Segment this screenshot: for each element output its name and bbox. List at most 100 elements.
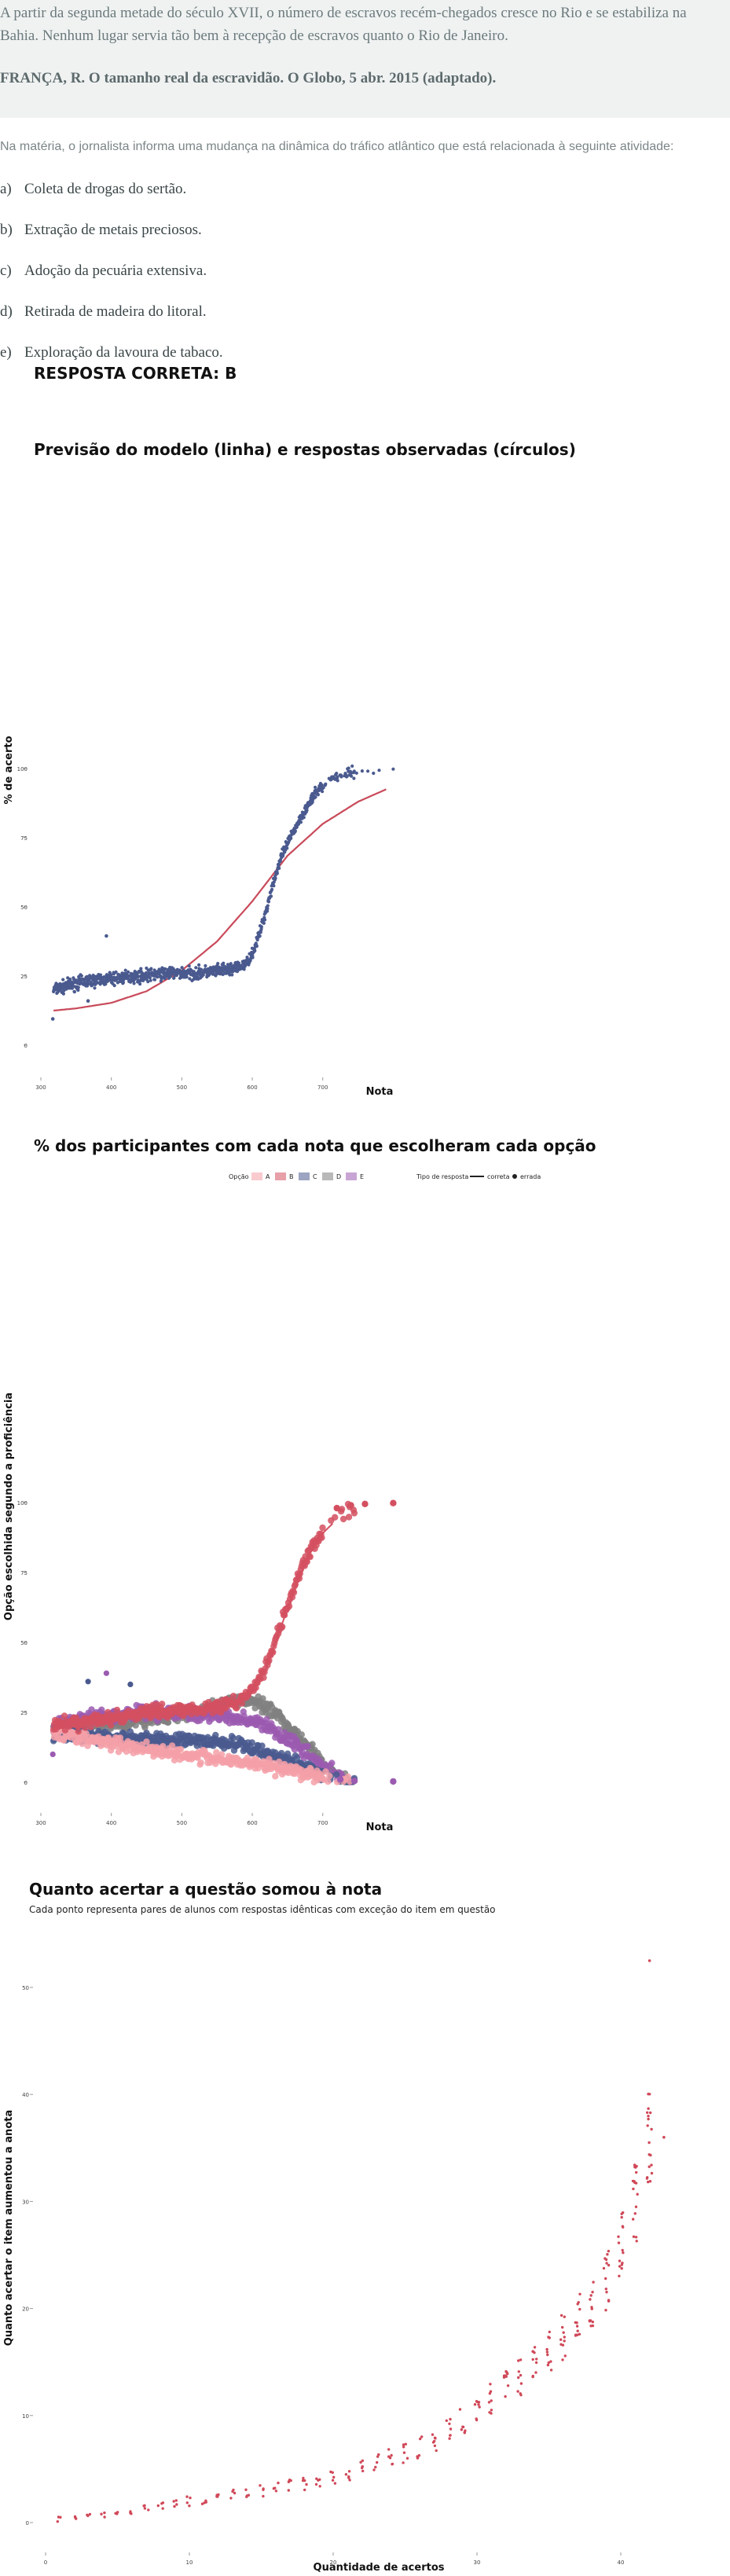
y-tick-label: 0 <box>26 2520 29 2526</box>
observed-point <box>91 974 96 978</box>
legend-option-label: E <box>360 1173 364 1180</box>
legend-option-label: B <box>289 1173 294 1180</box>
outlier-point <box>647 1959 651 1962</box>
gain-point <box>262 2488 265 2491</box>
legend-swatch <box>346 1172 357 1180</box>
gain-point <box>633 2163 636 2167</box>
gain-point <box>376 2455 380 2458</box>
y-tick-label: 100 <box>17 1500 28 1506</box>
option-c[interactable]: c) Adoção da pecuária extensiva. <box>0 262 207 280</box>
gain-point <box>562 2331 565 2334</box>
y-tick-label: 100 <box>17 766 28 772</box>
x-tick-label: 400 <box>106 1084 116 1091</box>
legend-swatch <box>251 1172 262 1180</box>
y-tick-label: 0 <box>24 1043 28 1049</box>
observed-point <box>266 904 270 908</box>
gain-point <box>546 2363 550 2367</box>
observed-point <box>228 973 232 977</box>
gain-point <box>86 2514 90 2518</box>
gain-point <box>175 2503 178 2506</box>
observed-point <box>121 981 126 985</box>
observed-point <box>180 966 184 970</box>
y-tick-label: 75 <box>20 835 28 842</box>
gain-point <box>618 2265 622 2268</box>
option-d[interactable]: d) Retirada de madeira do litoral. <box>0 303 207 321</box>
observed-point <box>293 829 297 833</box>
option-A-point <box>177 1745 185 1753</box>
gain-point <box>114 2512 117 2515</box>
option-e[interactable]: e) Exploração da lavoura de tabaco. <box>0 344 223 361</box>
observed-point <box>149 967 153 971</box>
gain-point <box>185 2501 189 2504</box>
gain-point <box>591 2291 594 2294</box>
gain-point <box>647 2141 651 2145</box>
option-B-point <box>107 1722 115 1729</box>
observed-point <box>349 772 353 776</box>
gain-point <box>645 2177 649 2180</box>
observed-point <box>258 934 262 938</box>
gain-point <box>160 2502 163 2505</box>
observed-point <box>62 989 66 993</box>
observed-point <box>263 918 267 922</box>
y-tick-label: 50 <box>22 1985 29 1991</box>
x-tick-label: 30 <box>474 2559 481 2566</box>
question-source: FRANÇA, R. O tamanho real da escravidão.… <box>0 70 497 86</box>
option-B-point <box>339 1515 347 1523</box>
gain-point <box>620 2212 623 2215</box>
gain-point <box>635 2240 638 2243</box>
gain-point <box>143 2507 147 2510</box>
option-a[interactable]: a) Coleta de drogas do sertão. <box>0 181 186 198</box>
observed-point <box>266 907 270 911</box>
observed-point <box>144 971 149 975</box>
gain-point <box>244 2488 248 2491</box>
option-B-point <box>233 1704 240 1712</box>
gain-point <box>318 2478 321 2481</box>
option-E-point <box>263 1715 270 1723</box>
gain-point <box>449 2434 452 2437</box>
option-b[interactable]: b) Extração de metais preciosos. <box>0 222 202 239</box>
observed-point <box>132 982 136 985</box>
observed-point <box>296 822 301 826</box>
observed-point <box>321 786 325 790</box>
gain-point <box>519 2394 523 2397</box>
option-D-point <box>141 1724 149 1731</box>
observed-point <box>299 820 303 824</box>
gain-point <box>649 2111 652 2115</box>
observed-point <box>273 876 277 880</box>
chart-model-vs-observed: Previsão do modelo (linha) e respostas o… <box>3 440 576 1098</box>
y-tick-label: 0 <box>24 1780 28 1786</box>
x-tick-label: 40 <box>618 2559 625 2566</box>
option-B-point <box>159 1701 166 1708</box>
gain-point <box>534 2361 538 2365</box>
gain-point <box>435 2449 438 2453</box>
option-A-point <box>116 1734 124 1741</box>
gain-point <box>348 2479 351 2482</box>
observed-point <box>251 956 255 960</box>
gain-point <box>464 2429 467 2432</box>
gain-point <box>277 2481 280 2485</box>
gain-point <box>559 2314 563 2317</box>
gain-point <box>604 2277 607 2281</box>
y-tick-label: 20 <box>22 2306 29 2313</box>
option-E-point <box>328 1760 336 1767</box>
gain-point <box>519 2382 523 2385</box>
observed-point <box>61 978 65 982</box>
observed-point <box>372 771 376 776</box>
option-A-point <box>272 1773 279 1780</box>
gain-point <box>559 2338 563 2341</box>
gain-point <box>361 2469 365 2473</box>
gain-point <box>607 2249 611 2253</box>
observed-point <box>61 992 65 996</box>
x-tick-label: 10 <box>186 2559 193 2566</box>
gain-point <box>650 2127 653 2131</box>
observed-point <box>93 986 97 990</box>
option-B-point <box>229 1693 237 1700</box>
x-tick-label: 400 <box>106 1820 116 1826</box>
observed-point <box>259 925 263 929</box>
y-tick-label: 10 <box>22 2413 29 2420</box>
gain-point <box>650 2163 653 2167</box>
gain-point <box>519 2373 523 2377</box>
gain-point <box>433 2444 437 2447</box>
gain-point <box>605 2291 608 2294</box>
option-A-point <box>143 1738 150 1745</box>
